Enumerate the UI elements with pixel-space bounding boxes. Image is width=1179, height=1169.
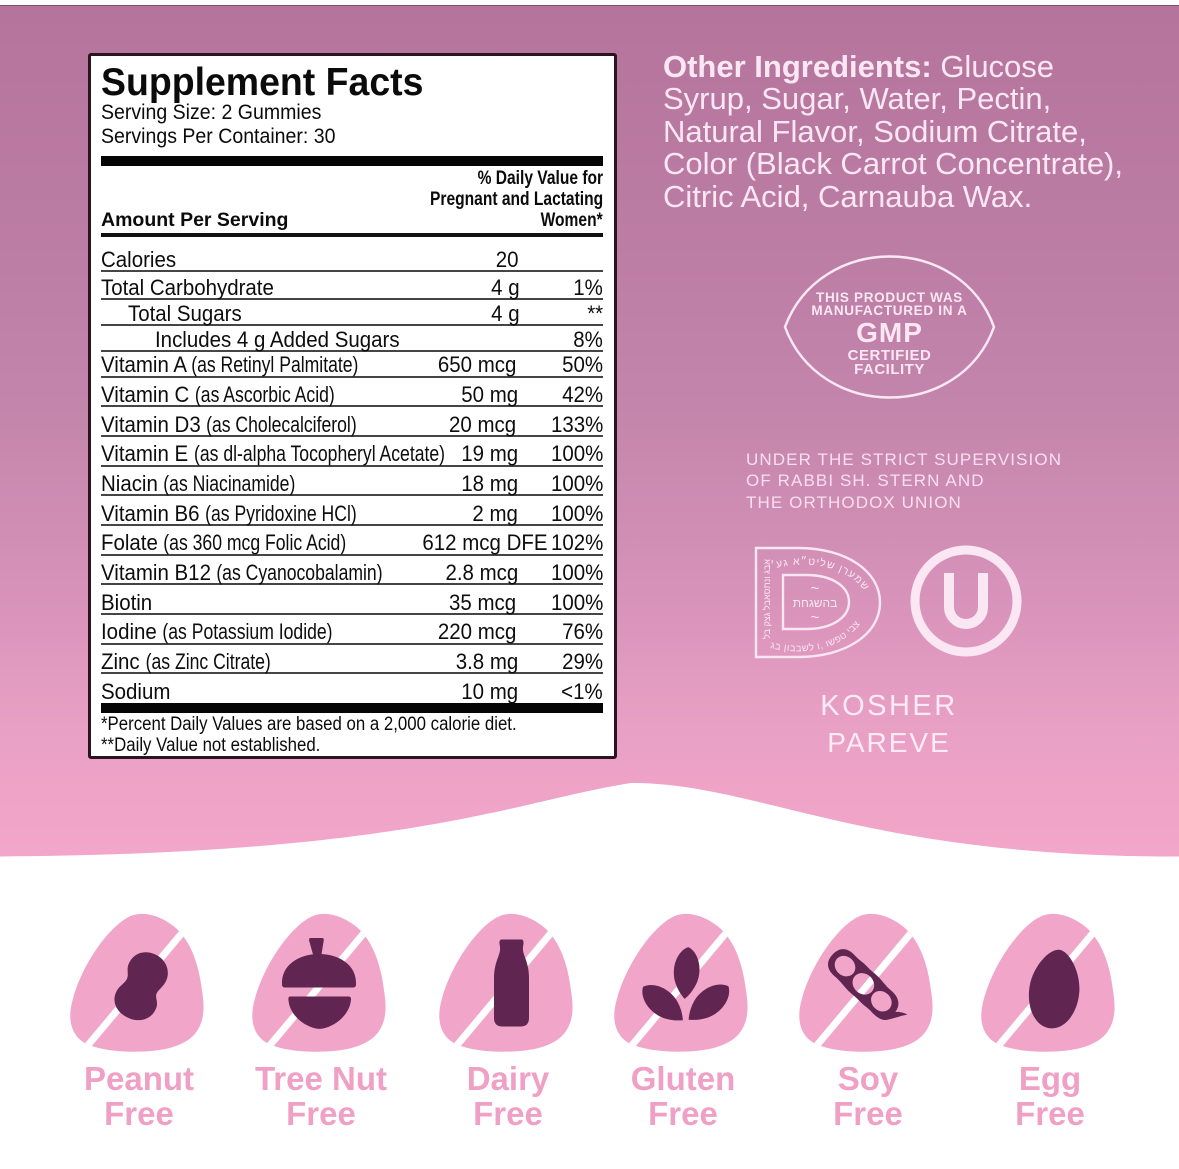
svg-text:~: ~ (811, 580, 820, 597)
svg-text:בהשגחת: בהשגחת (793, 596, 838, 610)
svg-text:אבג ונתסאבל גצק בל: אבג ונתסאבל גצק בל (762, 559, 772, 639)
svg-text:~: ~ (811, 609, 820, 626)
